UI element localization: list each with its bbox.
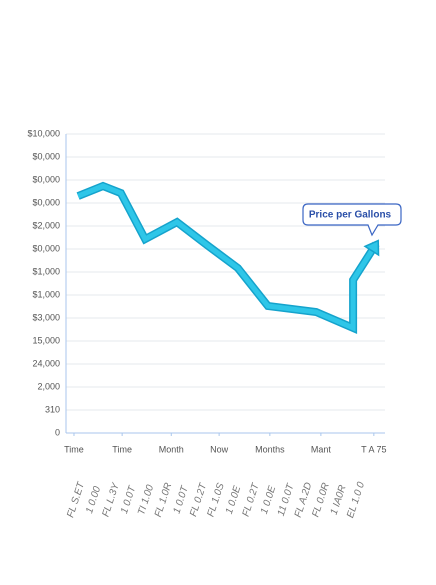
y-tick-label: $0,000	[32, 243, 60, 253]
line	[77, 183, 379, 332]
y-tick-label: 310	[45, 404, 60, 414]
y-tick-label: $2,000	[32, 220, 60, 230]
y-tick-label: 24,000	[32, 358, 60, 368]
y-tick-label: $0,000	[32, 197, 60, 207]
y-tick-label: 2,000	[37, 381, 60, 391]
y-tick-label: $10,000	[27, 128, 60, 138]
rotated-label: 1 0.0E	[224, 484, 243, 515]
rotated-label: FL S.ET	[65, 480, 87, 519]
rotated-label: 1 0.00	[84, 485, 103, 515]
rotated-label: 1 0.0T	[172, 484, 191, 515]
x-tick-label: Now	[210, 444, 229, 454]
x-tick-label: Time	[112, 444, 132, 454]
y-tick-label: 0	[55, 427, 60, 437]
y-tick-label: $3,000	[32, 312, 60, 322]
rotated-label: EL 1.0 0	[345, 480, 367, 519]
annotation-callout: Price per Gallons	[302, 203, 402, 237]
rotated-label: FL 1.0R	[153, 482, 174, 519]
x-tick-label: T A 75	[361, 444, 386, 454]
y-tick-label: $0,000	[32, 174, 60, 184]
y-tick-label: $0,000	[32, 151, 60, 161]
y-tick-label: 15,000	[32, 335, 60, 345]
rotated-label: 1 0.0T	[119, 484, 138, 515]
x-tick-label: Month	[159, 444, 184, 454]
arrow-head	[363, 239, 380, 257]
y-tick-label: $1,000	[32, 289, 60, 299]
x-tick-label: Time	[64, 444, 84, 454]
x-tick-label: Mant	[311, 444, 332, 454]
x-tick-label: Months	[255, 444, 285, 454]
callout-box	[302, 203, 402, 237]
rotated-label: 1 IA0R	[329, 484, 349, 516]
rotated-label: 1 0.0E	[259, 484, 278, 515]
y-tick-label: $1,000	[32, 266, 60, 276]
annotation-text: Price per Gallons	[309, 210, 392, 221]
